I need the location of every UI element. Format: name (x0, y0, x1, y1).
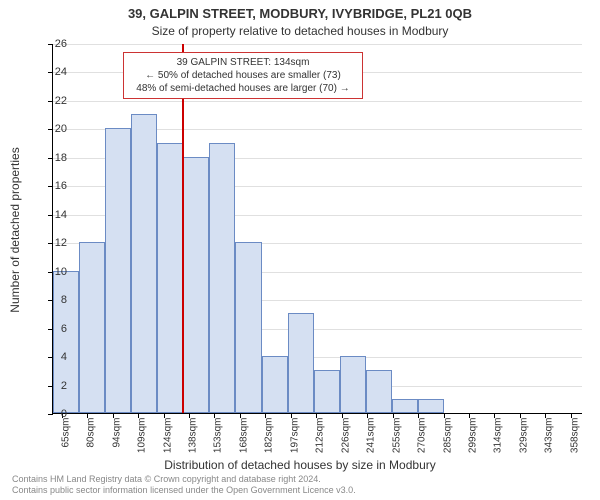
x-tick-label: 358sqm (569, 418, 580, 454)
y-tick-label: 12 (42, 237, 67, 249)
plot-area: 65sqm80sqm94sqm109sqm124sqm138sqm153sqm1… (52, 44, 582, 414)
y-tick-label: 0 (42, 408, 67, 420)
attribution-line: Contains public sector information licen… (12, 485, 356, 496)
x-axis-label: Distribution of detached houses by size … (0, 458, 600, 472)
chart-title: 39, GALPIN STREET, MODBURY, IVYBRIDGE, P… (0, 6, 600, 21)
callout-line: 48% of semi-detached houses are larger (… (130, 82, 356, 95)
x-tick-label: 270sqm (417, 418, 428, 454)
x-tick-label: 343sqm (544, 418, 555, 454)
y-axis-label: Number of detached properties (8, 65, 22, 230)
attribution-line: Contains HM Land Registry data © Crown c… (12, 474, 356, 485)
histogram-bar (288, 313, 314, 413)
y-tick-label: 6 (42, 323, 67, 335)
y-tick-label: 14 (42, 209, 67, 221)
histogram-bar (131, 114, 157, 413)
y-tick-label: 10 (42, 266, 67, 278)
x-tick-label: 285sqm (442, 418, 453, 454)
x-tick-label: 299sqm (468, 418, 479, 454)
x-tick-label: 197sqm (289, 418, 300, 454)
x-tick-label: 138sqm (187, 418, 198, 454)
x-tick-label: 109sqm (137, 418, 148, 454)
y-tick-label: 26 (42, 38, 67, 50)
y-tick-label: 8 (42, 294, 67, 306)
y-tick-label: 4 (42, 351, 67, 363)
histogram-bar (418, 399, 444, 413)
x-tick-label: 226sqm (340, 418, 351, 454)
x-tick-label: 124sqm (162, 418, 173, 454)
y-tick-label: 20 (42, 123, 67, 135)
x-tick-label: 314sqm (493, 418, 504, 454)
y-tick-label: 16 (42, 180, 67, 192)
callout-box: 39 GALPIN STREET: 134sqm← 50% of detache… (123, 52, 363, 99)
x-tick-label: 153sqm (213, 418, 224, 454)
histogram-bar (157, 143, 183, 413)
y-tick-label: 18 (42, 152, 67, 164)
x-tick-label: 182sqm (264, 418, 275, 454)
histogram-bar (105, 128, 131, 413)
histogram-bar (79, 242, 105, 413)
gridline (53, 44, 582, 45)
page: 39, GALPIN STREET, MODBURY, IVYBRIDGE, P… (0, 0, 600, 500)
y-tick-label: 2 (42, 380, 67, 392)
x-tick-label: 241sqm (366, 418, 377, 454)
x-tick-label: 255sqm (391, 418, 402, 454)
callout-line: 39 GALPIN STREET: 134sqm (130, 56, 356, 69)
histogram-bar (366, 370, 392, 413)
chart-subtitle: Size of property relative to detached ho… (0, 24, 600, 38)
histogram-bar (235, 242, 261, 413)
y-tick-label: 22 (42, 95, 67, 107)
marker-line (182, 44, 184, 413)
x-tick-label: 65sqm (60, 418, 71, 448)
histogram-bar (53, 271, 79, 413)
x-tick-label: 94sqm (111, 418, 122, 448)
histogram-bar (183, 157, 209, 413)
y-tick-label: 24 (42, 66, 67, 78)
histogram-bar (314, 370, 340, 413)
histogram-bar (340, 356, 366, 413)
attribution: Contains HM Land Registry data © Crown c… (12, 474, 356, 497)
histogram-bar (392, 399, 418, 413)
gridline (53, 101, 582, 102)
histogram-bar (262, 356, 288, 413)
callout-line: ← 50% of detached houses are smaller (73… (130, 69, 356, 82)
x-tick-label: 80sqm (86, 418, 97, 448)
x-tick-label: 212sqm (315, 418, 326, 454)
x-tick-label: 168sqm (238, 418, 249, 454)
x-tick-label: 329sqm (518, 418, 529, 454)
histogram-bar (209, 143, 235, 413)
